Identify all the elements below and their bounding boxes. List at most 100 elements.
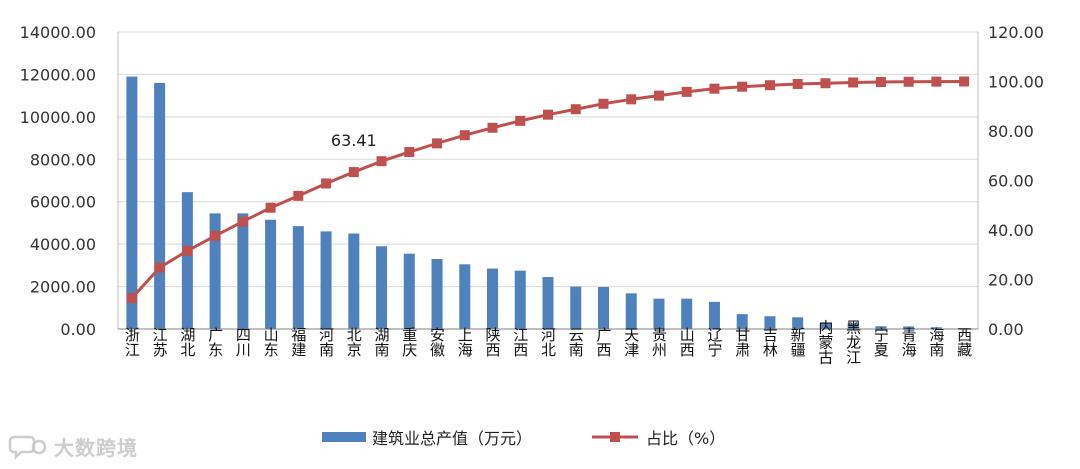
- bar: [181, 192, 193, 329]
- bar: [126, 76, 138, 329]
- line-point: [598, 98, 609, 109]
- line-point: [487, 122, 498, 133]
- line-point: [681, 86, 692, 97]
- category-label: 湖北: [178, 327, 196, 357]
- bar: [736, 314, 748, 329]
- line-point: [959, 76, 970, 87]
- line-point: [293, 190, 304, 201]
- line-point: [126, 293, 137, 304]
- bar: [459, 264, 471, 329]
- data-label: 63.41: [331, 131, 377, 150]
- bar: [487, 268, 499, 329]
- line-point: [848, 77, 859, 88]
- category-label: 新疆: [789, 327, 807, 357]
- bar: [875, 326, 887, 329]
- line-point: [210, 230, 221, 241]
- bar: [903, 326, 915, 329]
- left-tick-label: 6000.00: [30, 193, 96, 212]
- bar: [514, 270, 526, 329]
- category-label: 安徽: [428, 327, 446, 357]
- right-tick-label: 20.00: [988, 271, 1034, 290]
- chat-bubble-logo-icon: [8, 435, 47, 460]
- line-point: [182, 245, 193, 256]
- bar: [597, 286, 609, 329]
- bar: [320, 231, 332, 329]
- bar: [431, 258, 443, 329]
- category-label: 陕西: [484, 327, 502, 357]
- line-point: [570, 104, 581, 115]
- right-tick-label: 120.00: [988, 23, 1044, 42]
- line-point: [265, 202, 276, 213]
- bar: [348, 233, 360, 329]
- category-label: 甘肃: [733, 327, 751, 357]
- line-point: [903, 76, 914, 87]
- left-tick-label: 14000.00: [20, 23, 96, 42]
- line-point: [321, 178, 332, 189]
- bar: [376, 246, 388, 329]
- line-series: [126, 76, 970, 304]
- category-label: 贵州: [650, 327, 668, 357]
- category-label: 重庆: [400, 327, 418, 357]
- left-tick-label: 8000.00: [30, 150, 96, 169]
- bar: [265, 219, 277, 329]
- legend-line-label: 占比（%）: [646, 429, 725, 448]
- right-axis-ticks: 0.00 20.00 40.00 60.00 80.00 100.00 120.00: [988, 23, 1044, 339]
- line-point: [931, 76, 942, 87]
- category-label: 天津: [622, 327, 640, 357]
- right-tick-label: 60.00: [988, 172, 1034, 191]
- right-tick-label: 100.00: [988, 73, 1044, 92]
- category-label: 河南: [317, 327, 335, 357]
- left-tick-label: 0.00: [60, 320, 96, 339]
- category-label: 海南: [927, 327, 945, 357]
- category-label: 内蒙古: [816, 320, 834, 365]
- category-label: 河北: [539, 327, 557, 357]
- category-label: 山西: [678, 327, 696, 357]
- bar: [792, 317, 804, 329]
- legend-bar-label: 建筑业总产值（万元）: [372, 429, 532, 448]
- line-point: [515, 115, 526, 126]
- bar: [209, 213, 221, 329]
- line-point: [404, 147, 415, 158]
- line-point: [626, 94, 637, 105]
- line-point: [737, 81, 748, 92]
- axes: [117, 32, 979, 330]
- bar-series: [126, 76, 970, 330]
- bar: [847, 323, 859, 329]
- line-point: [709, 83, 720, 94]
- bar: [237, 213, 249, 329]
- left-tick-label: 12000.00: [20, 65, 96, 84]
- line-point: [792, 78, 803, 89]
- watermark-text: 大数跨境: [54, 436, 138, 460]
- line-point: [432, 138, 443, 149]
- right-tick-label: 0.00: [988, 320, 1024, 339]
- left-tick-label: 10000.00: [20, 108, 96, 127]
- watermark: 大数跨境: [8, 432, 138, 461]
- bar: [570, 286, 582, 329]
- line-point: [820, 78, 831, 89]
- category-label: 云南: [567, 327, 585, 357]
- line-point: [543, 109, 553, 120]
- category-label: 黑龙江: [844, 320, 862, 365]
- bar: [154, 82, 166, 330]
- category-label: 吉林: [761, 327, 779, 357]
- left-tick-label: 2000.00: [30, 278, 96, 297]
- category-label: 浙江: [123, 327, 141, 357]
- category-labels: 浙江 江苏 湖北 广东 四川 山东 福建 河南 北京 湖南 重庆 安徽 上海 陕西 江西 河北 云南 广西 天津 贵州…: [123, 320, 973, 365]
- bar: [708, 301, 720, 329]
- right-tick-label: 80.00: [988, 122, 1034, 141]
- legend-line-marker: [610, 432, 620, 442]
- legend: 建筑业总产值（万元） 占比（%）: [322, 429, 725, 448]
- bar: [625, 293, 637, 329]
- category-label: 辽宁: [705, 327, 723, 357]
- line-point: [348, 167, 359, 178]
- line-point: [376, 156, 387, 167]
- line-point: [459, 130, 470, 141]
- line-point: [653, 90, 664, 101]
- category-label: 上海: [456, 327, 474, 357]
- category-label: 宁夏: [872, 327, 890, 357]
- left-axis-ticks: 0.00 2000.00 4000.00 6000.00 8000.00 10000.00…: [20, 23, 96, 339]
- annotations: 63.41: [331, 131, 377, 150]
- line-point: [154, 262, 165, 273]
- category-label: 青海: [900, 327, 918, 357]
